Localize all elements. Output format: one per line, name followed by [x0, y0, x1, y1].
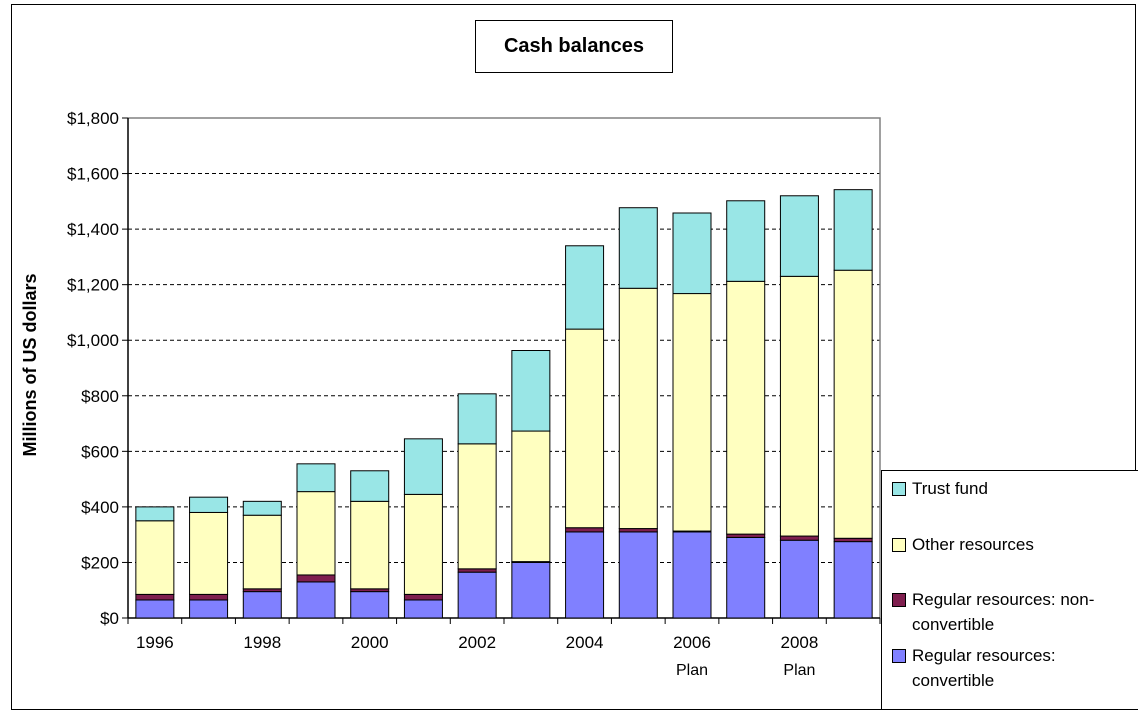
bar-2005-series-3 [618, 207, 658, 289]
bar-2009-series-2 [833, 269, 873, 539]
bar-2008-series-1 [779, 535, 819, 541]
bar-2003-series-3 [511, 350, 551, 432]
plot-area-border [128, 117, 881, 618]
bar-2006-series-2 [672, 293, 712, 532]
x-tick-label-1996: 1996 [136, 633, 174, 652]
legend-swatch-regular-non-convertible [892, 593, 906, 607]
bar-1996-series-1 [135, 593, 175, 601]
bar-2002-series-2 [457, 443, 497, 570]
bar-2005-series-0 [618, 531, 658, 619]
bar-2001-series-2 [403, 493, 443, 595]
bar-2000-series-2 [350, 500, 390, 590]
x-tick-label-2002: 2002 [458, 633, 496, 652]
bar-2002-series-3 [457, 393, 497, 445]
y-tick-label-1400: $1,400 [67, 220, 119, 239]
bar-1997-series-1 [189, 593, 229, 601]
bar-2000-series-3 [350, 470, 390, 502]
bar-1999-series-1 [296, 574, 336, 583]
bar-1998-series-0 [242, 591, 282, 619]
bar-2008-series-0 [779, 539, 819, 619]
bar-2001-series-3 [403, 438, 443, 495]
bar-2008-series-3 [779, 195, 819, 277]
legend-swatch-regular-convertible [892, 649, 906, 663]
y-tick-label-0: $0 [100, 609, 119, 628]
bar-1997-series-3 [189, 496, 229, 513]
bar-2003-series-0 [511, 561, 551, 619]
x-tick-label-2006-line2: Plan [676, 662, 708, 679]
bar-2006-series-3 [672, 212, 712, 295]
bar-2007-series-3 [726, 200, 766, 282]
x-tick-label-2008: 2008 [781, 633, 819, 652]
x-tick-label-2000: 2000 [351, 633, 389, 652]
bar-2005-series-2 [618, 287, 658, 530]
bar-2000-series-0 [350, 591, 390, 619]
y-tick-label-200: $200 [81, 553, 119, 572]
bar-1997-series-0 [189, 599, 229, 619]
bar-2001-series-1 [403, 593, 443, 601]
bar-2003-series-2 [511, 430, 551, 563]
bar-2008-series-2 [779, 275, 819, 537]
legend-swatch-other-resources [892, 538, 906, 552]
bar-1999-series-2 [296, 491, 336, 576]
bar-2009-series-3 [833, 189, 873, 271]
legend-label-other-resources: Other resources [912, 535, 1034, 554]
bar-2004-series-3 [565, 245, 605, 330]
chart-title: Cash balances [503, 35, 645, 57]
bar-1996-series-2 [135, 520, 175, 595]
bar-1998-series-2 [242, 514, 282, 590]
y-tick-label-1200: $1,200 [67, 276, 119, 295]
bar-1997-series-2 [189, 511, 229, 595]
bar-1996-series-0 [135, 599, 175, 619]
legend-swatch-trust-fund [892, 482, 906, 496]
x-tick-label-1998: 1998 [243, 633, 281, 652]
x-tick-label-2006: 2006 [673, 633, 711, 652]
x-tick-label-2004: 2004 [566, 633, 604, 652]
x-tick-label-2008-line2: Plan [783, 662, 815, 679]
bar-2004-series-2 [565, 328, 605, 529]
bar-2007-series-2 [726, 280, 766, 535]
legend: Trust fund Other resources Regular resou… [881, 470, 1138, 710]
bar-2001-series-0 [403, 599, 443, 619]
bar-2006-series-0 [672, 531, 712, 619]
y-tick-label-400: $400 [81, 498, 119, 517]
bar-2004-series-1 [565, 527, 605, 533]
legend-label-trust-fund: Trust fund [912, 479, 988, 498]
legend-label-regular-non-convertible: Regular resources: non-convertible [912, 590, 1095, 634]
y-tick-label-600: $600 [81, 442, 119, 461]
bar-1996-series-3 [135, 506, 175, 522]
bar-1999-series-0 [296, 581, 336, 619]
y-tick-label-1800: $1,800 [67, 109, 119, 128]
bar-2009-series-0 [833, 541, 873, 619]
bar-1998-series-3 [242, 500, 282, 516]
legend-label-regular-convertible: Regular resources: convertible [912, 646, 1056, 690]
y-tick-label-1000: $1,000 [67, 331, 119, 350]
bar-2002-series-0 [457, 571, 497, 619]
bar-1999-series-3 [296, 463, 336, 493]
chart-title-box: Cash balances [475, 20, 673, 73]
y-tick-label-1600: $1,600 [67, 165, 119, 184]
y-axis-label: Millions of US dollars [20, 273, 40, 457]
bar-2004-series-0 [565, 531, 605, 619]
y-tick-label-800: $800 [81, 387, 119, 406]
bar-2007-series-0 [726, 536, 766, 619]
